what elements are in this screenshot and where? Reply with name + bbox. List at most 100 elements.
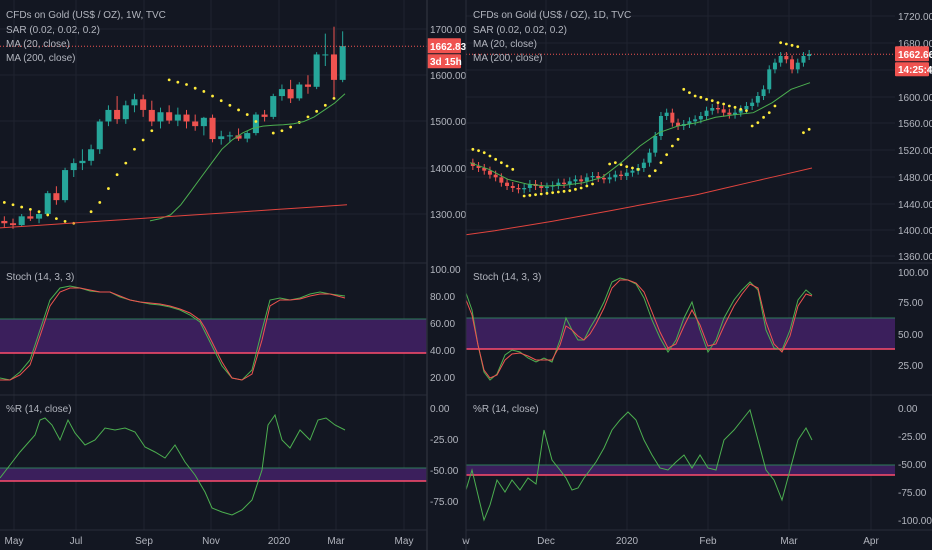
sar-dot [528,193,532,197]
sar-dot [20,205,24,209]
sar-dot [574,187,577,191]
daily-legend-sar[interactable]: SAR (0.02, 0.02, 0.2) [473,25,567,36]
candle-body [36,214,43,219]
price-tick-label: 1600.00 [898,93,932,104]
daily-stoch-title[interactable]: Stoch (14, 3, 3) [473,272,541,283]
candle-body [70,163,77,171]
wr-tick-label: -25.00 [898,432,927,443]
weekly-stoch-title[interactable]: Stoch (14, 3, 3) [6,272,74,283]
last-price-text: 1662.83 [430,42,467,53]
daily-wr-title[interactable]: %R (14, close) [473,404,539,415]
candle-body [1,220,8,224]
weekly-legend-ma20[interactable]: MA (20, close) [6,39,70,50]
candle-body [658,116,663,136]
candle-body [244,133,251,139]
candle-body [670,112,675,123]
sar-dot [636,167,640,171]
last-price-badge[interactable] [427,38,461,54]
weekly-legend-ma200[interactable]: MA (200, close) [6,53,75,64]
wr-line [0,413,346,516]
candle-body [166,112,173,121]
sar-dot [254,120,258,123]
candle-body [653,136,658,153]
candle-body [200,117,207,127]
sar-dot [477,149,480,153]
candle-body [544,186,549,188]
sar-dot [790,43,794,47]
sar-dot [739,107,743,111]
sar-dot [562,189,566,193]
stoch-d-line [0,287,346,381]
candle-body [676,122,681,126]
candle-body [710,108,715,111]
sar-dot [107,187,110,190]
wr-tick-label: -100.00 [898,516,932,527]
candle-body [647,152,652,163]
price-tick-label: 1720.00 [898,12,932,23]
weekly-labels: CFDs on Gold (US$ / OZ), 1W, TVC SAR (0.… [6,10,166,415]
sar-dot [482,151,486,155]
sar-dot [2,201,6,204]
wr-band [466,465,895,475]
ma200-line [465,167,813,236]
wr-line [465,408,813,522]
candle-body [624,172,629,176]
candle-body [131,99,138,106]
candle-body [801,56,806,63]
stoch-tick-label: 50.00 [898,330,923,341]
time-tick-label: Apr [863,536,879,547]
daily-legend-ma20[interactable]: MA (20, close) [473,39,537,50]
sar-dot [619,163,623,167]
time-tick-label: Jul [70,536,83,547]
sar-dot [568,189,572,193]
sar-dot [756,121,760,125]
sar-dot [494,157,498,161]
bar-timer-badge[interactable] [427,54,461,69]
candle-body [505,182,510,186]
candle-body [96,121,103,150]
wr-tick-label: 0.00 [430,404,450,415]
candle-body [539,186,544,188]
candle-body [140,99,147,110]
candle-body [209,117,216,140]
candle-body [772,62,777,70]
price-tick-label: 1700.00 [430,25,467,36]
candle-body [596,176,601,178]
sar-dot [211,94,214,98]
candle-body [330,54,338,80]
last-price-badge[interactable] [895,46,929,62]
candle-body [157,112,164,122]
sar-dot [659,161,663,165]
sar-dot [670,144,674,148]
weekly-legend-sar[interactable]: SAR (0.02, 0.02, 0.2) [6,25,100,36]
price-tick-label: 1560.00 [898,119,932,130]
sar-dot [98,201,102,204]
sar-dot [807,127,811,131]
daily-legend-ma200[interactable]: MA (200, close) [473,53,542,64]
candle-body [516,188,521,190]
sar-dot [471,147,475,151]
wr-tick-label: -50.00 [898,460,927,471]
sar-dot [722,102,726,106]
time-tick-label: 2020 [616,536,639,547]
candle-body [767,69,772,90]
weekly-wr-title[interactable]: %R (14, close) [6,404,72,415]
wr-tick-label: -50.00 [430,466,459,477]
candle-body [601,178,606,180]
weekly-chart-title: CFDs on Gold (US$ / OZ), 1W, TVC [6,10,166,21]
bar-timer-badge[interactable] [895,62,929,77]
weekly-chart[interactable]: 1700.00 1600.00 1500.00 1400.00 1300.00 100.0… [0,0,467,547]
candle-body [270,96,277,117]
price-tick-label: 1480.00 [898,173,932,184]
wr-tick-label: 0.00 [898,404,918,415]
daily-chart-title: CFDs on Gold (US$ / OZ), 1D, TVC [473,10,631,21]
candle-body [261,114,268,117]
sar-dot [219,99,223,103]
candle-body [641,162,646,168]
candle-body [192,121,199,127]
candle-body [584,177,589,182]
candle-body [226,135,233,137]
ma20-line [149,93,346,222]
stoch-k-line [0,285,346,381]
candle-body [296,84,303,99]
